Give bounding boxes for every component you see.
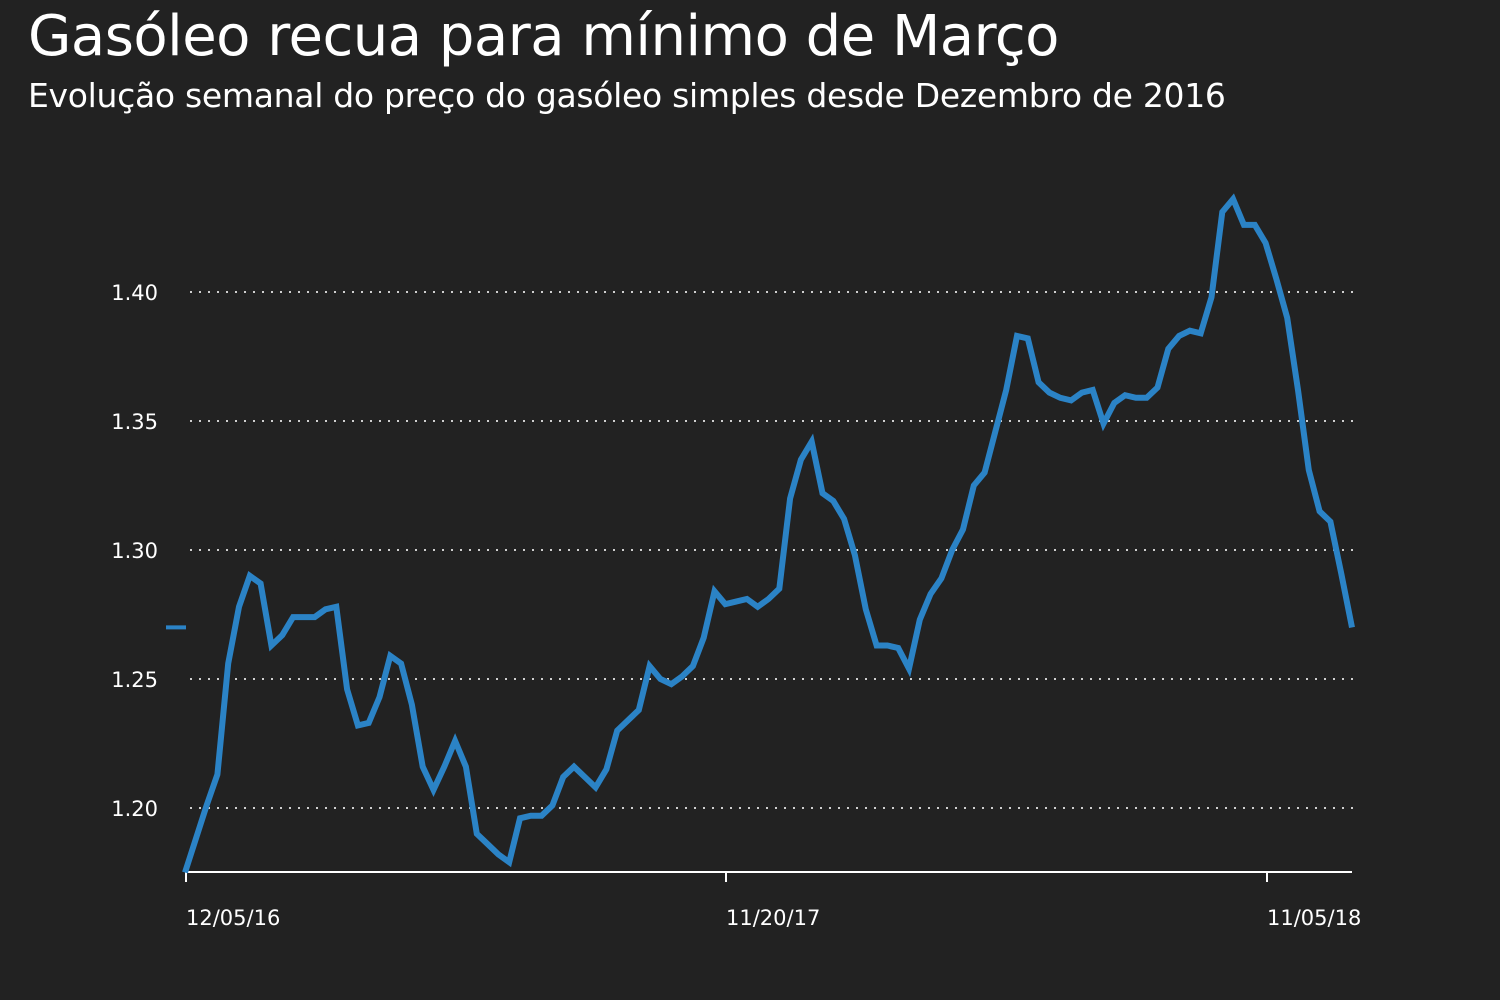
series-line (182, 193, 1355, 874)
x-tick-label: 11/20/17 (726, 906, 820, 930)
y-tick-label: 1.25 (111, 668, 158, 692)
gridlines (190, 291, 1355, 809)
series-layer (166, 193, 1355, 874)
x-tick-label: 12/05/16 (186, 906, 280, 930)
y-tick-label: 1.35 (111, 410, 158, 434)
chart-title: Gasóleo recua para mínimo de Março (28, 4, 1059, 69)
y-tick-label: 1.40 (111, 281, 158, 305)
x-tick-label: 11/05/18 (1267, 906, 1361, 930)
y-tick-label: 1.20 (111, 797, 158, 821)
chart-subtitle: Evolução semanal do preço do gasóleo sim… (28, 76, 1226, 115)
x-axis: 12/05/16 11/20/17 11/05/18 (185, 871, 1361, 930)
y-axis: 1.20 1.25 1.30 1.35 1.40 (111, 281, 158, 821)
y-tick-label: 1.30 (111, 539, 158, 563)
